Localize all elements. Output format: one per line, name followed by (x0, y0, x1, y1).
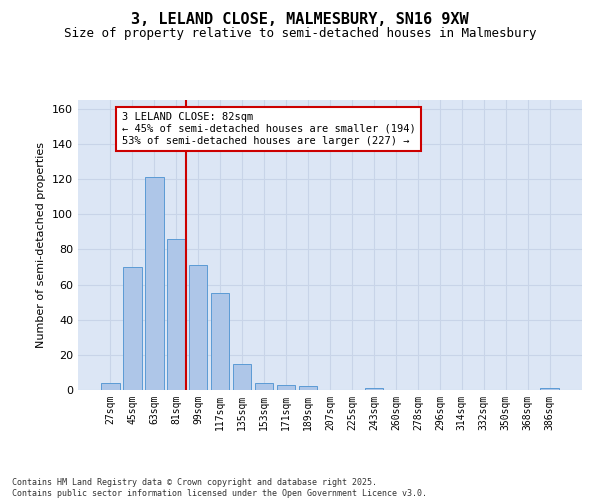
Bar (189, 265, 208, 390)
Bar (299, 386, 317, 390)
Y-axis label: Number of semi-detached properties: Number of semi-detached properties (37, 142, 46, 348)
Bar (167, 239, 185, 390)
Bar (277, 384, 295, 390)
Bar (365, 388, 383, 390)
Bar (541, 388, 559, 390)
Bar (233, 364, 251, 390)
Bar (101, 383, 119, 390)
Text: Size of property relative to semi-detached houses in Malmesbury: Size of property relative to semi-detach… (64, 28, 536, 40)
Bar (211, 294, 229, 390)
Bar (255, 383, 274, 390)
Text: Contains HM Land Registry data © Crown copyright and database right 2025.
Contai: Contains HM Land Registry data © Crown c… (12, 478, 427, 498)
Bar (123, 267, 142, 390)
Text: 3 LELAND CLOSE: 82sqm
← 45% of semi-detached houses are smaller (194)
53% of sem: 3 LELAND CLOSE: 82sqm ← 45% of semi-deta… (122, 112, 415, 146)
Text: 3, LELAND CLOSE, MALMESBURY, SN16 9XW: 3, LELAND CLOSE, MALMESBURY, SN16 9XW (131, 12, 469, 28)
Bar (145, 178, 164, 390)
